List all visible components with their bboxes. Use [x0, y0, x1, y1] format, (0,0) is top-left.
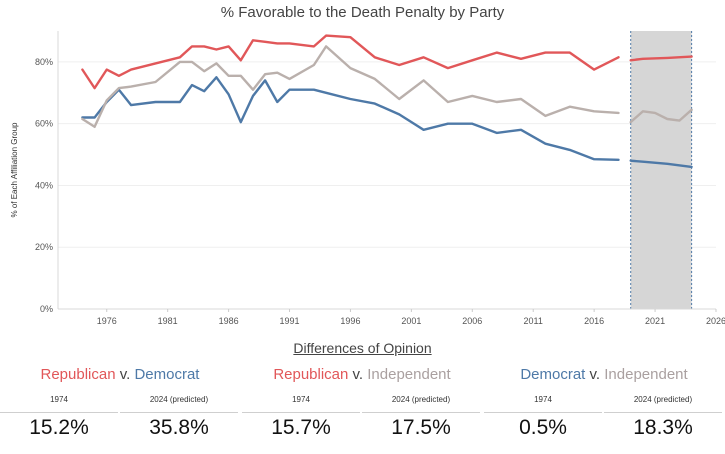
- comparison-dem-ind: Democrat v. Independent 1974 0.5% 2024 (…: [484, 366, 724, 454]
- x-tick-label: 2021: [645, 316, 665, 326]
- x-tick-label: 1976: [97, 316, 117, 326]
- x-tick-label: 2011: [524, 316, 543, 326]
- difference-cell: 1974 0.5%: [484, 394, 602, 452]
- series-line-independent: [81, 45, 620, 129]
- y-tick-label: 0%: [40, 304, 53, 314]
- section-title: Differences of Opinion: [293, 340, 432, 356]
- party-label: Republican: [40, 366, 116, 383]
- x-tick-label: 1991: [280, 316, 300, 326]
- series-line-republican: [81, 34, 620, 90]
- cell-value: 0.5%: [519, 416, 567, 439]
- cell-label: 2024 (predicted): [120, 394, 238, 413]
- series-line-independent-predicted: [629, 108, 693, 124]
- comparison-heading: Republican v. Independent: [242, 366, 482, 383]
- party-label: Independent: [367, 366, 451, 383]
- versus-label: v.: [348, 366, 368, 383]
- x-tick-label: 1996: [340, 316, 360, 326]
- versus-label: v.: [115, 366, 135, 383]
- y-tick-label: 60%: [35, 119, 53, 129]
- y-tick-label: 80%: [35, 57, 53, 67]
- y-axis-label: % of Each Affiliation Group: [10, 122, 19, 218]
- cell-label: 2024 (predicted): [362, 394, 480, 413]
- comparison-heading: Democrat v. Independent: [484, 366, 724, 383]
- cell-label: 1974: [484, 394, 602, 413]
- line-chart: 0% 20% 40% 60% 80% 1976 1981 1986 1991 1996 2001 20…: [10, 31, 725, 326]
- series-line-democrat-predicted: [629, 159, 693, 169]
- cell-label: 2024 (predicted): [604, 394, 722, 413]
- versus-label: v.: [585, 366, 605, 383]
- comparison-rep-dem: Republican v. Democrat 1974 15.2% 2024 (…: [0, 366, 240, 454]
- cell-value: 15.2%: [29, 416, 89, 439]
- cell-label: 1974: [242, 394, 360, 413]
- x-tick-label: 2001: [401, 316, 421, 326]
- cell-value: 17.5%: [391, 416, 451, 439]
- series-line-republican-predicted: [629, 55, 693, 62]
- x-tick-label: 1981: [158, 316, 178, 326]
- y-tick-label: 20%: [35, 242, 53, 252]
- cell-value: 18.3%: [633, 416, 693, 439]
- difference-cell: 2024 (predicted) 35.8%: [120, 394, 238, 452]
- chart-title: % Favorable to the Death Penalty by Part…: [220, 4, 505, 21]
- x-tick-label: 2016: [584, 316, 604, 326]
- x-tick-label: 2006: [462, 316, 482, 326]
- predicted-region: [630, 31, 692, 309]
- party-label: Republican: [273, 366, 349, 383]
- cell-value: 15.7%: [271, 416, 331, 439]
- party-label: Independent: [604, 366, 688, 383]
- x-tick-label: 2026: [706, 316, 725, 326]
- difference-cell: 2024 (predicted) 18.3%: [604, 394, 722, 452]
- comparisons: Republican v. Democrat 1974 15.2% 2024 (…: [0, 366, 725, 454]
- difference-cell: 1974 15.2%: [0, 394, 118, 452]
- x-tick-label: 1986: [219, 316, 239, 326]
- comparison-heading: Republican v. Democrat: [0, 366, 240, 383]
- party-label: Democrat: [520, 366, 586, 383]
- party-label: Democrat: [134, 366, 200, 383]
- series-line-democrat: [81, 76, 620, 162]
- difference-cell: 2024 (predicted) 17.5%: [362, 394, 480, 452]
- comparison-rep-ind: Republican v. Independent 1974 15.7% 202…: [242, 366, 482, 454]
- cell-label: 1974: [0, 394, 118, 413]
- difference-cell: 1974 15.7%: [242, 394, 360, 452]
- y-tick-label: 40%: [35, 180, 53, 190]
- cell-value: 35.8%: [149, 416, 209, 439]
